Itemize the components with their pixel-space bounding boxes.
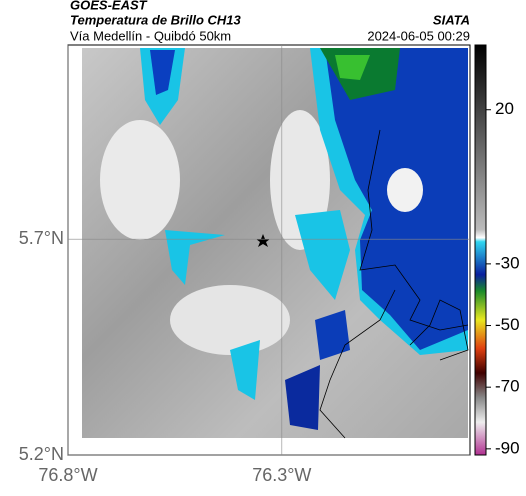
colorbar-tick-label: -70 bbox=[495, 377, 520, 396]
imagery bbox=[82, 48, 469, 439]
right-title: SIATA bbox=[433, 12, 470, 27]
location: Vía Medellín - Quibdó 50km bbox=[70, 28, 231, 43]
left-title: GOES-EAST bbox=[70, 0, 148, 12]
colorbar-tick-label: -50 bbox=[495, 315, 520, 334]
subtitle: Temperatura de Brillo CH13 bbox=[70, 12, 242, 27]
x-tick-label: 76.8°W bbox=[38, 465, 97, 485]
y-tick-label: 5.2°N bbox=[19, 444, 64, 464]
colorbar-tick-label: -90 bbox=[495, 438, 520, 457]
colorbar-tick-label: -30 bbox=[495, 253, 520, 272]
colorbar-tick-label: 20 bbox=[495, 99, 514, 118]
timestamp: 2024-06-05 00:29 bbox=[367, 28, 470, 43]
colorbar bbox=[474, 44, 487, 456]
x-tick-label: 76.3°W bbox=[252, 465, 311, 485]
y-tick-label: 5.7°N bbox=[19, 228, 64, 248]
